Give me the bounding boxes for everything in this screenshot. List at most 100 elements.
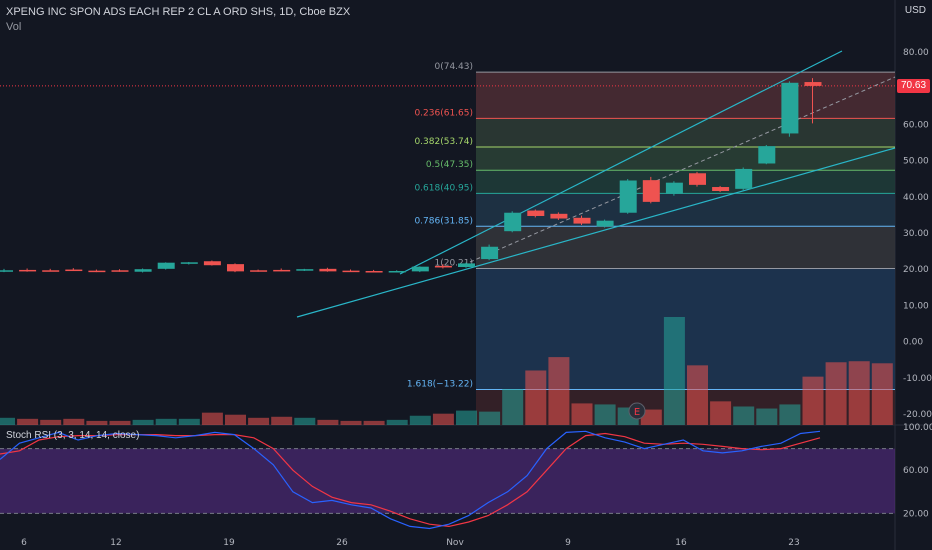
volume-bar: [802, 376, 824, 425]
candle-body: [804, 82, 822, 86]
time-axis-tick: 26: [336, 538, 348, 548]
volume-bar: [479, 411, 501, 425]
volume-label[interactable]: Vol: [6, 21, 22, 33]
candle-body: [0, 270, 13, 272]
volume-bar: [109, 420, 131, 425]
candle-body: [642, 180, 660, 202]
candle-body: [65, 269, 83, 272]
candle-body: [180, 262, 198, 264]
volume-bar: [294, 417, 316, 425]
candle-body: [619, 180, 637, 213]
candle-body: [88, 270, 106, 273]
candle-body: [157, 262, 175, 269]
volume-bar: [86, 420, 108, 425]
candle-body: [550, 213, 568, 219]
fib-level-label: 1.618(−13.22): [407, 379, 473, 389]
symbol-title[interactable]: XPENG INC SPON ADS EACH REP 2 CL A ORD S…: [6, 6, 351, 18]
volume-bar: [710, 401, 732, 425]
volume-bar: [756, 408, 778, 425]
volume-bar: [0, 417, 15, 425]
volume-bar: [548, 357, 570, 425]
volume-bar: [40, 419, 62, 425]
price-axis-tick: 30.00: [903, 229, 929, 239]
rsi-axis-tick: 100.00: [903, 423, 932, 433]
price-axis-tick: 20.00: [903, 265, 929, 275]
volume-bar: [363, 420, 385, 425]
candle-body: [342, 270, 360, 273]
price-axis-tick: 0.00: [903, 338, 923, 348]
fib-zone: [476, 193, 895, 227]
price-axis-tick: -10.00: [903, 374, 932, 384]
candle-body: [665, 182, 683, 194]
candle-body: [42, 270, 60, 272]
volume-bar: [386, 419, 408, 425]
volume-bar: [340, 420, 362, 425]
fib-zone: [476, 147, 895, 171]
candle-body: [273, 269, 291, 272]
candle-body: [735, 168, 753, 189]
volume-bar: [502, 389, 524, 425]
price-axis-tick: 50.00: [903, 157, 929, 167]
fib-level-label: 0.236(61.65): [414, 108, 473, 118]
rsi-band: [0, 448, 895, 514]
earnings-icon-label: E: [634, 407, 640, 418]
volume-bar: [178, 418, 200, 425]
candle-body: [781, 82, 799, 134]
volume-bar: [432, 413, 454, 425]
candle-body: [758, 146, 776, 164]
rsi-axis-tick: 20.00: [903, 509, 929, 519]
candle-body: [434, 265, 452, 268]
volume-bar: [733, 406, 755, 425]
time-axis-tick: Nov: [446, 538, 464, 548]
candle-body: [365, 271, 383, 273]
volume-bar: [63, 418, 85, 425]
candle-body: [527, 210, 545, 216]
volume-bar: [687, 365, 708, 425]
candle-body: [689, 173, 706, 185]
candle-body: [388, 271, 406, 273]
candle-body: [411, 266, 429, 272]
candle-body: [134, 269, 152, 272]
time-axis-tick: 23: [788, 538, 799, 548]
candle-body: [504, 212, 522, 232]
fib-zone: [476, 226, 895, 269]
candle-body: [111, 270, 129, 272]
fib-level-label: 1(20.21): [434, 258, 473, 268]
volume-bar: [201, 412, 223, 425]
volume-bar: [663, 317, 685, 425]
time-axis-tick: 6: [21, 538, 27, 548]
candle-body: [296, 269, 314, 271]
price-axis-tick: 10.00: [903, 301, 929, 311]
volume-bar: [640, 409, 662, 425]
trend-line-mid: [469, 76, 896, 263]
volume-bar: [594, 404, 616, 425]
volume-bar: [248, 417, 270, 425]
candle-body: [319, 268, 337, 272]
candle-body: [712, 187, 730, 192]
candle-body: [458, 263, 475, 268]
volume-bar: [409, 415, 431, 425]
stoch-rsi-label[interactable]: Stoch RSI (3, 3, 14, 14, close): [6, 430, 140, 441]
volume-bar: [17, 418, 39, 425]
rsi-axis-tick: 60.00: [903, 466, 929, 476]
volume-bar: [225, 414, 246, 425]
volume-bar: [825, 362, 847, 425]
time-axis-tick: 12: [110, 538, 121, 548]
currency-label[interactable]: USD: [904, 5, 926, 16]
volume-bar: [132, 419, 154, 425]
time-axis-tick: 9: [565, 538, 571, 548]
fib-zone: [476, 118, 895, 148]
volume-bar: [779, 404, 801, 425]
fib-zone: [476, 72, 895, 119]
fib-level-label: 0.786(31.85): [414, 216, 473, 226]
fib-level-label: 0(74.43): [434, 62, 473, 72]
volume-bar: [271, 416, 293, 425]
volume-bar: [848, 361, 870, 425]
price-axis-tick: 40.00: [903, 193, 929, 203]
chart-header: XPENG INC SPON ADS EACH REP 2 CL A ORD S…: [6, 5, 350, 35]
last-price-tag: 70.63: [897, 79, 930, 93]
trend-line-lower: [296, 147, 896, 318]
volume-bar: [456, 410, 477, 425]
candle-body: [573, 217, 591, 224]
